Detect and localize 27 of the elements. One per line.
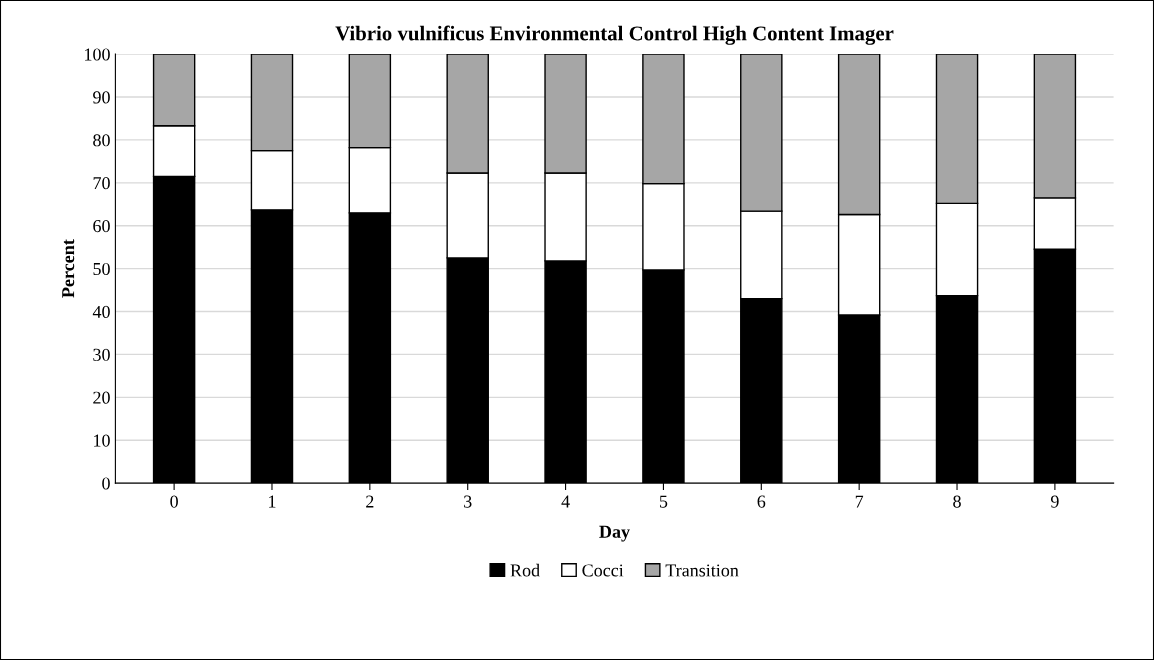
x-axis-title: Day (599, 525, 630, 542)
y-tick-label: 100 (85, 48, 110, 61)
y-tick-label: 10 (94, 434, 110, 447)
y-axis-title: Percent (62, 239, 75, 298)
legend-label: Cocci (582, 564, 624, 577)
x-tick-label: 8 (953, 495, 961, 508)
x-tick-label: 4 (561, 495, 570, 508)
x-tick-label: 9 (1050, 495, 1059, 508)
x-tick-label: 0 (170, 495, 178, 508)
legend-label: Transition (665, 564, 739, 577)
x-tick-label: 5 (659, 495, 668, 508)
y-tick-label: 90 (93, 91, 110, 104)
x-tick-label: 6 (757, 495, 766, 508)
x-tick-label: 7 (855, 495, 864, 508)
y-tick-label: 70 (93, 177, 110, 190)
x-tick-label: 2 (366, 495, 374, 508)
y-tick-label: 80 (93, 134, 110, 147)
y-tick-label: 60 (93, 219, 110, 233)
x-tick-label: 3 (464, 495, 472, 508)
y-tick-label: 20 (93, 391, 110, 404)
legend-label: Rod (510, 563, 540, 577)
y-tick-label: 50 (93, 262, 110, 276)
y-tick-label: 0 (102, 477, 110, 490)
x-tick-label: 1 (269, 495, 276, 508)
y-tick-label: 40 (92, 305, 110, 318)
y-tick-label: 30 (93, 348, 110, 361)
chart-title: Vibrio vulnificus Environmental Control High Content Imager (335, 25, 894, 45)
